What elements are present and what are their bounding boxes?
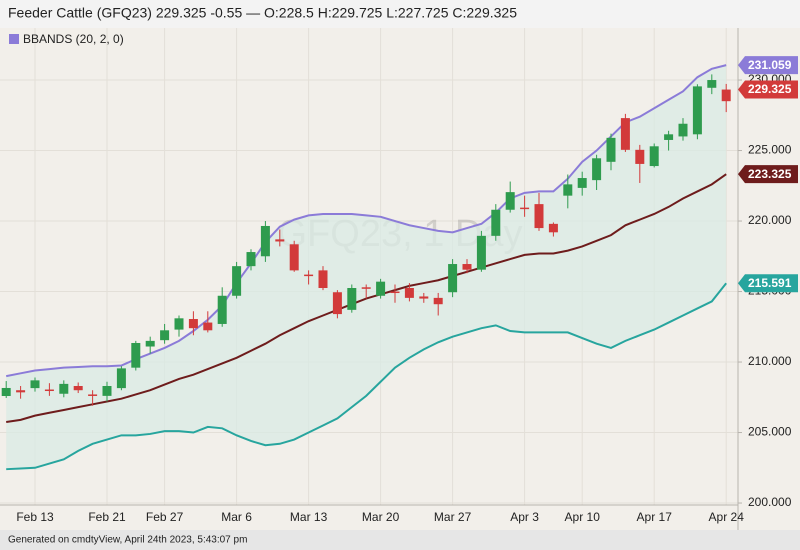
band-upper-line [6, 64, 727, 378]
x-tick-label: Mar 27 [434, 510, 472, 524]
footer-bar [0, 530, 800, 550]
x-tick-label: Feb 21 [88, 510, 126, 524]
price-badge [738, 80, 798, 99]
candle-body [289, 244, 299, 271]
price-badge [738, 165, 798, 184]
x-tick-label: Feb 13 [16, 510, 54, 524]
candle-body [404, 288, 414, 298]
y-tick-label: 225.000 [748, 143, 792, 157]
candle-body [304, 274, 314, 277]
price-badge-label: 223.325 [748, 167, 792, 181]
candle-body [664, 134, 674, 140]
candle-body [390, 291, 400, 294]
candle-body [534, 204, 544, 229]
candle-body [491, 209, 501, 236]
candle-body [318, 270, 328, 289]
candle-body [188, 319, 198, 329]
candle-body [232, 266, 242, 296]
candle-body [361, 287, 371, 289]
candle-body [721, 89, 731, 102]
x-tick-label: Apr 17 [637, 510, 673, 524]
x-tick-label: Mar 13 [290, 510, 328, 524]
candle-body [462, 264, 472, 270]
footer-text: Generated on cmdtyView, April 24th 2023,… [8, 535, 247, 546]
x-tick-label: Apr 10 [565, 510, 601, 524]
candle-body [520, 207, 530, 210]
candle-body [620, 118, 630, 150]
candle-body [203, 322, 213, 331]
candle-body [116, 368, 126, 389]
candle-body [44, 389, 54, 392]
price-badge [738, 274, 798, 293]
legend-label: BBANDS (20, 2, 0) [23, 32, 124, 46]
price-badge-label: 215.591 [748, 276, 792, 290]
chart-title: Feeder Cattle (GFQ23) 229.325 -0.55 — O:… [8, 5, 517, 21]
y-tick-label: 205.000 [748, 425, 792, 439]
y-tick-label: 200.000 [748, 495, 792, 509]
candle-body [505, 192, 515, 210]
candle-body [476, 235, 486, 270]
candle-body [73, 385, 83, 391]
candle-body [592, 158, 602, 181]
x-tick-label: Feb 27 [146, 510, 184, 524]
candle-body [260, 225, 270, 257]
candle-body [433, 297, 443, 305]
candle-body [692, 86, 702, 135]
candle-body [30, 380, 40, 389]
candle-body [347, 288, 357, 310]
band-lower-line [6, 282, 727, 471]
x-tick-label: Mar 20 [362, 510, 400, 524]
candle-body [548, 223, 558, 233]
candle-body [678, 123, 688, 137]
candle-body [649, 146, 659, 167]
y-tick-label: 220.000 [748, 213, 792, 227]
price-badge-label: 231.059 [748, 58, 792, 72]
candle-body [563, 184, 573, 196]
band-fill [6, 65, 727, 470]
plot-area: GFQ23, 1 Day [0, 28, 738, 505]
candle-body [174, 318, 184, 330]
price-badge-label: 229.325 [748, 82, 792, 96]
candle-body [707, 80, 717, 88]
candle-body [160, 330, 170, 341]
candle-body [59, 383, 69, 394]
candle-body [1, 387, 11, 397]
candle-body [332, 292, 342, 315]
legend-swatch [9, 34, 19, 44]
candle-body [606, 137, 616, 162]
x-tick-label: Apr 3 [510, 510, 539, 524]
candle-body [145, 340, 155, 347]
candle-body [419, 296, 429, 299]
price-badge [738, 56, 798, 75]
candle-body [217, 295, 227, 324]
y-tick-label: 210.000 [748, 354, 792, 368]
candle-body [275, 239, 285, 242]
candle-body [635, 149, 645, 164]
candle-body [246, 252, 256, 267]
candle-body [88, 394, 98, 396]
candle-body [577, 178, 587, 188]
header-bar [0, 0, 800, 28]
x-tick-label: Mar 6 [221, 510, 252, 524]
candle-body [376, 281, 386, 296]
candle-body [16, 390, 26, 393]
candle-body [102, 385, 112, 396]
x-tick-label: Apr 24 [709, 510, 745, 524]
candle-body [131, 342, 141, 368]
candle-body [448, 264, 458, 293]
